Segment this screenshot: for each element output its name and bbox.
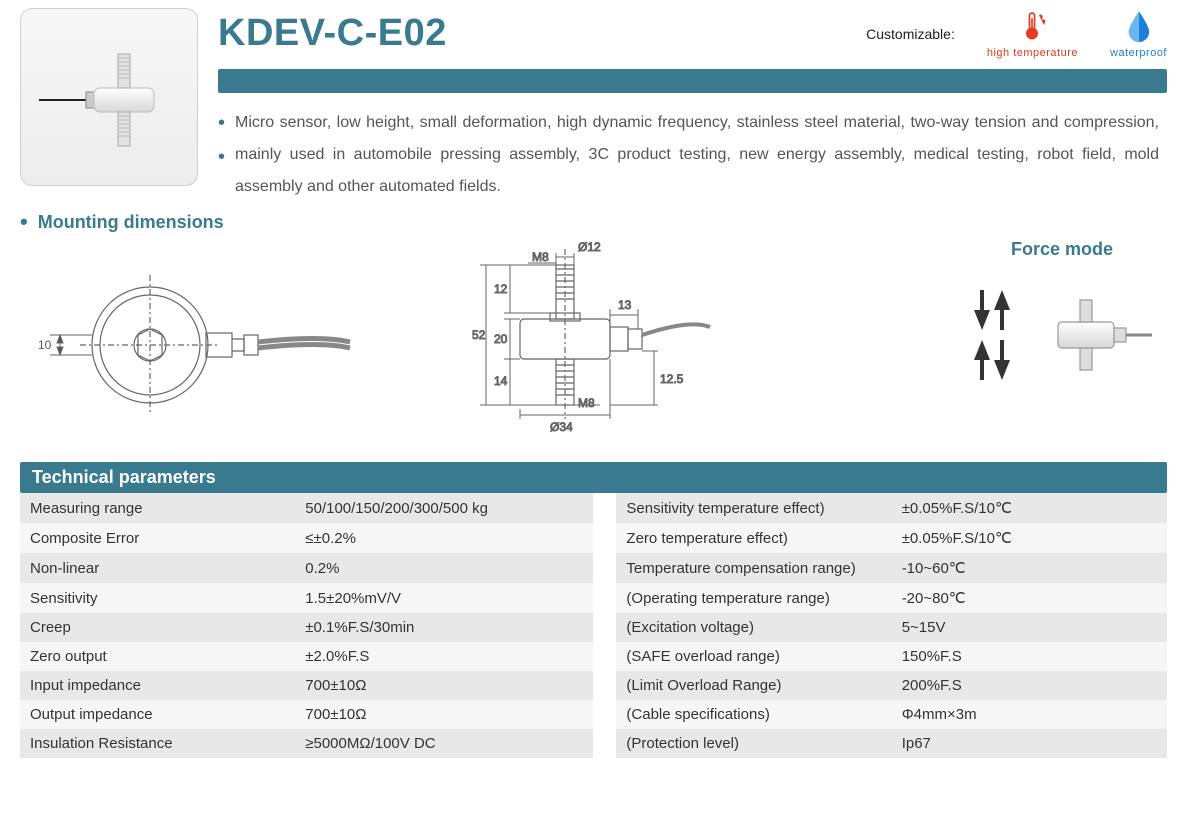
param-value: 50/100/150/200/300/500 kg <box>295 493 593 523</box>
dim-top-dia: Ø12 <box>578 240 601 254</box>
side-view-diagram: Ø12 M8 12 20 52 <box>410 209 730 449</box>
param-label: Output impedance <box>20 700 295 729</box>
param-label: Zero output <box>20 642 295 671</box>
param-label: (Protection level) <box>616 729 891 758</box>
param-label: Sensitivity temperature effect) <box>616 493 891 523</box>
param-label: Temperature compensation range) <box>616 553 891 583</box>
table-row: Non-linear0.2% Temperature compensation r… <box>20 553 1167 583</box>
model-title: KDEV-C-E02 <box>218 12 447 55</box>
param-label: Sensitivity <box>20 583 295 613</box>
param-label: (Cable specifications) <box>616 700 891 729</box>
param-label: Creep <box>20 613 295 642</box>
param-value: ≤±0.2% <box>295 523 593 553</box>
param-label: Non-linear <box>20 553 295 583</box>
tech-params-heading: Technical parameters <box>20 462 1167 493</box>
product-photo <box>20 8 198 186</box>
param-value: 150%F.S <box>892 642 1167 671</box>
force-mode-heading: Force mode <box>957 239 1167 260</box>
dim-cable-offset: 13 <box>618 298 632 312</box>
high-temperature-icon <box>1015 8 1049 45</box>
param-value: ±0.05%F.S/10℃ <box>892 523 1167 553</box>
parameters-table: Measuring range50/100/150/200/300/500 kg… <box>20 493 1167 758</box>
dim-top-thread: M8 <box>532 250 549 264</box>
dim-body-h: 20 <box>494 332 508 346</box>
table-row: Zero output±2.0%F.S (SAFE overload range)… <box>20 642 1167 671</box>
table-row: Output impedance700±10Ω (Cable specificat… <box>20 700 1167 729</box>
table-row: Insulation Resistance≥5000MΩ/100V DC (Pro… <box>20 729 1167 758</box>
param-label: (Operating temperature range) <box>616 583 891 613</box>
description-block: • Micro sensor, low height, small deform… <box>218 107 1167 203</box>
dim-center-hole: 10 <box>38 338 52 352</box>
param-value: -20~80℃ <box>892 583 1167 613</box>
table-row: Input impedance700±10Ω (Limit Overload Ra… <box>20 671 1167 700</box>
table-row: Composite Error≤±0.2% Zero temperature ef… <box>20 523 1167 553</box>
high-temperature-label: high temperature <box>987 47 1078 59</box>
dim-cable-height: 12.5 <box>660 372 684 386</box>
param-value: 700±10Ω <box>295 700 593 729</box>
table-row: Sensitivity1.5±20%mV/V (Operating tempera… <box>20 583 1167 613</box>
description-text: Micro sensor, low height, small deformat… <box>235 107 1159 203</box>
dim-bot-thread: M8 <box>578 396 595 410</box>
dim-top-len: 12 <box>494 282 508 296</box>
dim-bot-len: 14 <box>494 374 508 388</box>
waterproof-icon <box>1122 8 1156 45</box>
waterproof-label: waterproof <box>1110 47 1167 59</box>
param-label: (Excitation voltage) <box>616 613 891 642</box>
param-value: ±2.0%F.S <box>295 642 593 671</box>
param-label: Input impedance <box>20 671 295 700</box>
param-label: Measuring range <box>20 493 295 523</box>
param-value: Φ4mm×3m <box>892 700 1167 729</box>
param-value: 5~15V <box>892 613 1167 642</box>
force-mode-diagram <box>962 260 1162 390</box>
mounting-heading: Mounting dimensions <box>38 212 224 233</box>
header-divider-bar <box>218 69 1167 93</box>
bullet-dot: • <box>20 209 28 235</box>
bullet-dot: • <box>218 107 225 139</box>
customizable-label: Customizable: <box>866 26 955 42</box>
param-value: ±0.1%F.S/30min <box>295 613 593 642</box>
dim-base-dia: Ø34 <box>550 420 573 434</box>
param-label: Insulation Resistance <box>20 729 295 758</box>
param-value: 200%F.S <box>892 671 1167 700</box>
table-row: Creep±0.1%F.S/30min (Excitation voltage)5… <box>20 613 1167 642</box>
param-label: (SAFE overload range) <box>616 642 891 671</box>
param-value: ≥5000MΩ/100V DC <box>295 729 593 758</box>
param-value: Ip67 <box>892 729 1167 758</box>
param-label: Composite Error <box>20 523 295 553</box>
table-row: Measuring range50/100/150/200/300/500 kg… <box>20 493 1167 523</box>
front-view-diagram: 10 <box>20 235 360 435</box>
param-label: Zero temperature effect) <box>616 523 891 553</box>
dim-overall-h: 52 <box>472 328 486 342</box>
param-value: 0.2% <box>295 553 593 583</box>
param-label: (Limit Overload Range) <box>616 671 891 700</box>
bullet-dot: • <box>218 141 225 173</box>
param-value: 700±10Ω <box>295 671 593 700</box>
param-value: ±0.05%F.S/10℃ <box>892 493 1167 523</box>
customizable-block: Customizable: high temperature <box>866 8 1167 59</box>
param-value: -10~60℃ <box>892 553 1167 583</box>
param-value: 1.5±20%mV/V <box>295 583 593 613</box>
